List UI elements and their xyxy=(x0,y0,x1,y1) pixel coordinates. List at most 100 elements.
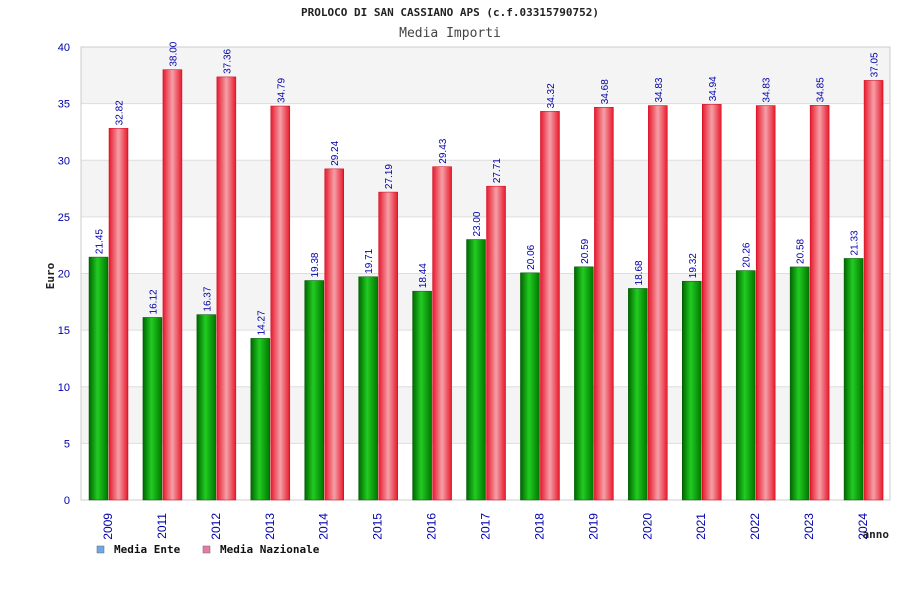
bar xyxy=(466,239,486,501)
x-tick-label: 2023 xyxy=(802,513,816,540)
value-label: 37.05 xyxy=(870,52,881,77)
legend-swatch xyxy=(202,545,211,554)
x-tick-label: 2018 xyxy=(532,513,546,540)
value-label: 21.33 xyxy=(850,230,861,255)
value-label: 29.24 xyxy=(330,140,341,165)
bar xyxy=(486,185,506,501)
x-tick-label: 2019 xyxy=(586,513,600,540)
value-label: 27.71 xyxy=(492,158,503,183)
value-labels: 21.45 32.82 16.12 38.00 16.37 37.36 14.27 34.79… xyxy=(95,41,881,335)
value-label: 19.32 xyxy=(688,253,699,278)
value-label: 20.59 xyxy=(580,238,591,263)
y-tick-label: 20 xyxy=(58,269,70,281)
bar xyxy=(755,105,776,501)
value-label: 21.45 xyxy=(95,229,106,254)
x-tick-label: 2009 xyxy=(101,513,115,540)
bar xyxy=(270,105,291,501)
bar xyxy=(682,280,702,501)
value-label: 34.68 xyxy=(600,79,611,104)
value-label: 34.85 xyxy=(816,77,827,102)
value-label: 20.06 xyxy=(526,244,537,269)
x-tick-label: 2017 xyxy=(479,513,493,540)
x-tick-label: 2011 xyxy=(155,513,169,539)
bar xyxy=(735,270,756,501)
value-label: 16.37 xyxy=(202,286,213,311)
bar xyxy=(702,104,722,501)
value-label: 14.27 xyxy=(256,310,267,335)
bar xyxy=(628,288,648,501)
bar xyxy=(162,69,183,501)
bar xyxy=(324,168,344,501)
y-tick-label: 30 xyxy=(58,155,70,167)
chart-subtitle: Media Importi xyxy=(399,26,501,41)
x-tick-label: 2016 xyxy=(425,513,439,540)
value-label: 18.44 xyxy=(418,263,429,288)
bar xyxy=(142,317,163,501)
bar xyxy=(250,338,271,501)
bar xyxy=(216,76,237,501)
value-label: 23.00 xyxy=(472,211,483,236)
bars xyxy=(88,69,884,501)
legend-label: Media Ente xyxy=(114,543,181,556)
bar xyxy=(88,256,109,501)
x-tick-label: 2022 xyxy=(748,513,762,540)
bar xyxy=(540,111,560,501)
bar xyxy=(648,105,668,501)
y-tick-label: 5 xyxy=(64,438,70,450)
x-axis-label: anno xyxy=(863,528,890,541)
x-tick-label: 2015 xyxy=(371,513,385,540)
value-label: 19.71 xyxy=(364,248,375,273)
x-tick-label: 2013 xyxy=(263,513,277,540)
value-label: 29.43 xyxy=(438,138,449,163)
plot-band xyxy=(81,160,890,217)
x-tick-label: 2021 xyxy=(694,513,708,540)
bar xyxy=(108,128,129,501)
x-axis-ticks: 2009 2011 2012 2013 2014 2015 2016 2017 2018 2019… xyxy=(101,513,870,540)
value-label: 34.32 xyxy=(546,83,557,108)
y-tick-label: 15 xyxy=(58,325,70,337)
value-label: 34.94 xyxy=(708,76,719,101)
value-label: 37.36 xyxy=(222,48,233,73)
bar xyxy=(378,191,398,501)
value-label: 32.82 xyxy=(115,100,126,125)
bar xyxy=(304,280,324,501)
y-axis-label: Euro xyxy=(44,262,57,289)
value-label: 34.83 xyxy=(762,77,773,102)
legend-label: Media Nazionale xyxy=(220,543,320,556)
bar xyxy=(789,266,810,501)
y-tick-label: 0 xyxy=(64,495,70,507)
y-tick-label: 25 xyxy=(58,212,70,224)
value-label: 27.19 xyxy=(384,164,395,189)
x-tick-label: 2024 xyxy=(856,513,870,540)
value-label: 19.38 xyxy=(310,252,321,277)
value-label: 34.83 xyxy=(654,77,665,102)
chart-title: PROLOCO DI SAN CASSIANO APS (c.f.0331579… xyxy=(301,6,599,19)
value-label: 20.58 xyxy=(796,238,807,263)
y-tick-label: 40 xyxy=(58,42,70,54)
bar xyxy=(843,258,864,501)
legend-swatch xyxy=(96,545,105,554)
bar xyxy=(358,276,378,501)
value-label: 16.12 xyxy=(148,289,159,314)
value-label: 20.26 xyxy=(742,242,753,267)
plot-band xyxy=(81,47,890,104)
bar xyxy=(520,272,540,501)
plot-band xyxy=(81,103,890,161)
y-tick-label: 10 xyxy=(58,382,70,394)
bar xyxy=(412,290,432,501)
bar xyxy=(863,80,884,501)
legend: Media Ente Media Nazionale xyxy=(96,543,320,556)
bar xyxy=(594,106,614,501)
bar xyxy=(809,105,830,501)
value-label: 38.00 xyxy=(168,41,179,66)
y-tick-label: 35 xyxy=(58,99,70,111)
value-label: 34.79 xyxy=(276,78,287,103)
x-tick-label: 2012 xyxy=(209,513,223,540)
bar xyxy=(432,166,452,501)
x-tick-label: 2014 xyxy=(317,513,331,540)
bar xyxy=(574,266,594,501)
y-axis-ticks: 0 5 10 15 20 25 30 35 40 xyxy=(58,42,70,507)
value-label: 18.68 xyxy=(634,260,645,285)
bar xyxy=(196,314,217,501)
